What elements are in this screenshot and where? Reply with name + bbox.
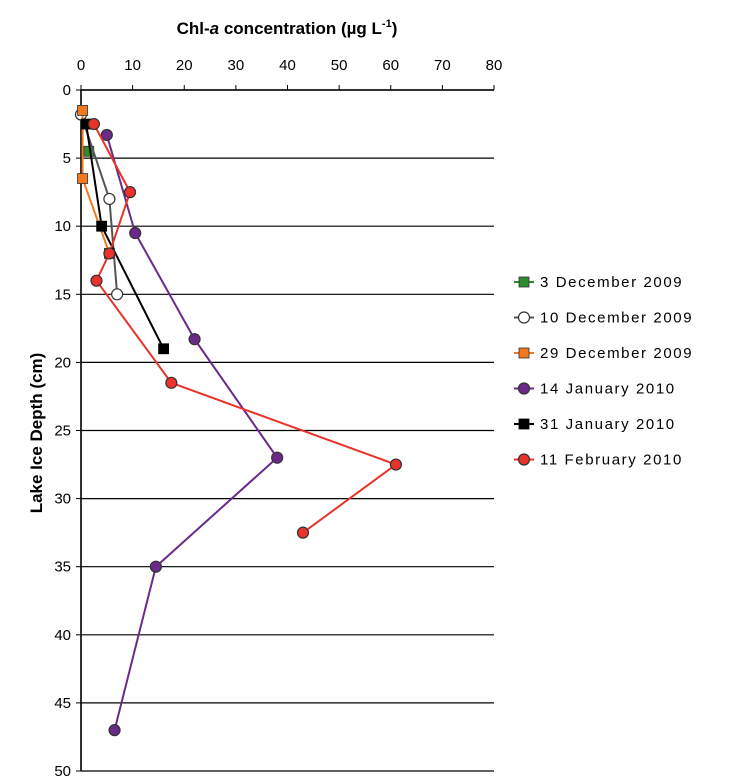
series-3-point-0 <box>100 128 113 142</box>
x-tick-label: 20 <box>176 57 193 74</box>
legend-label-5: 11 February 2010 <box>540 452 683 469</box>
x-axis-title-italic: a <box>210 19 219 38</box>
legend-swatch-marker-3 <box>517 382 531 395</box>
x-tick-label: 50 <box>331 57 348 74</box>
x-tick-label: 10 <box>124 57 141 74</box>
series-3-point-3 <box>271 451 284 464</box>
series-3 <box>100 128 284 737</box>
series-5-point-1 <box>123 186 137 199</box>
legend-swatch-marker-2 <box>518 347 530 359</box>
legend-swatch-marker-0 <box>518 276 530 288</box>
y-tick-label: 50 <box>54 763 71 776</box>
x-tick-label: 0 <box>77 57 85 74</box>
series-1-point-1 <box>103 192 116 206</box>
series-2-point-0 <box>77 105 88 116</box>
legend-label-2: 29 December 2009 <box>540 345 693 362</box>
y-tick-label: 35 <box>54 559 71 576</box>
legend-item-3: 14 January 2010 <box>514 381 676 398</box>
series-3-point-4 <box>149 560 162 573</box>
x-axis-title-superscript: -1 <box>382 18 392 30</box>
series-5-point-2 <box>103 247 116 260</box>
legend-item-1: 10 December 2009 <box>514 310 693 327</box>
legend: 3 December 2009 10 December 2009 29 Decemb… <box>514 274 693 469</box>
series-3-point-5 <box>108 724 121 737</box>
y-tick-label: 40 <box>54 627 71 644</box>
y-tick-label: 10 <box>54 218 71 235</box>
legend-item-0: 3 December 2009 <box>514 274 683 291</box>
y-tick-label: 25 <box>54 423 71 440</box>
series-5-point-0 <box>87 117 101 131</box>
x-axis-title-prefix: Chl- <box>177 19 210 38</box>
series-5-point-5 <box>389 458 403 471</box>
x-tick-label: 70 <box>434 57 451 74</box>
series-4 <box>80 118 170 355</box>
legend-swatch-marker-1 <box>517 311 531 324</box>
legend-swatch-marker-5 <box>517 453 531 466</box>
x-tick-label: 60 <box>382 57 399 74</box>
x-tick-label: 80 <box>486 57 503 74</box>
series-5 <box>87 117 403 539</box>
x-axis-title: Chl-a concentration (µg L-1) <box>177 18 398 38</box>
x-tick-label: 30 <box>228 57 245 74</box>
y-tick-label: 45 <box>54 695 71 712</box>
series-2-point-1 <box>77 173 88 184</box>
x-axis-title-middle: concentration (µg L <box>219 19 382 38</box>
grid-lines <box>81 89 494 772</box>
x-axis-title-suffix: ) <box>392 19 398 38</box>
series-3-point-1 <box>129 226 142 240</box>
y-tick-label: 15 <box>54 286 71 303</box>
series-3-point-2 <box>188 333 201 346</box>
series-4-point-1 <box>96 220 108 232</box>
legend-label-4: 31 January 2010 <box>540 416 676 433</box>
y-tick-label: 0 <box>63 82 71 99</box>
y-tick-label: 5 <box>63 150 71 167</box>
series-3-line <box>105 134 279 731</box>
y-tick-label: 20 <box>54 354 71 371</box>
x-tick-label: 40 <box>279 57 296 74</box>
legend-item-5: 11 February 2010 <box>514 452 683 469</box>
legend-label-3: 14 January 2010 <box>540 381 676 398</box>
legend-swatch-marker-4 <box>518 418 530 430</box>
series-5-point-4 <box>165 376 178 389</box>
legend-item-4: 31 January 2010 <box>514 416 676 433</box>
y-axis-title: Lake Ice Depth (cm) <box>27 353 46 514</box>
series-5-point-6 <box>296 526 310 539</box>
series-5-line <box>93 123 397 534</box>
y-tick-label: 30 <box>54 491 71 508</box>
series-layer <box>74 105 403 737</box>
series-1-point-2 <box>111 288 124 301</box>
series-5-point-3 <box>90 274 103 287</box>
axes: 0 5 10 15 20 25 30 35 40 45 50 0 10 20 30 40 50 60 70 80 <box>54 57 502 776</box>
series-4-point-2 <box>158 343 170 355</box>
legend-label-0: 3 December 2009 <box>540 274 683 291</box>
legend-item-2: 29 December 2009 <box>514 345 693 362</box>
legend-label-1: 10 December 2009 <box>540 310 693 327</box>
